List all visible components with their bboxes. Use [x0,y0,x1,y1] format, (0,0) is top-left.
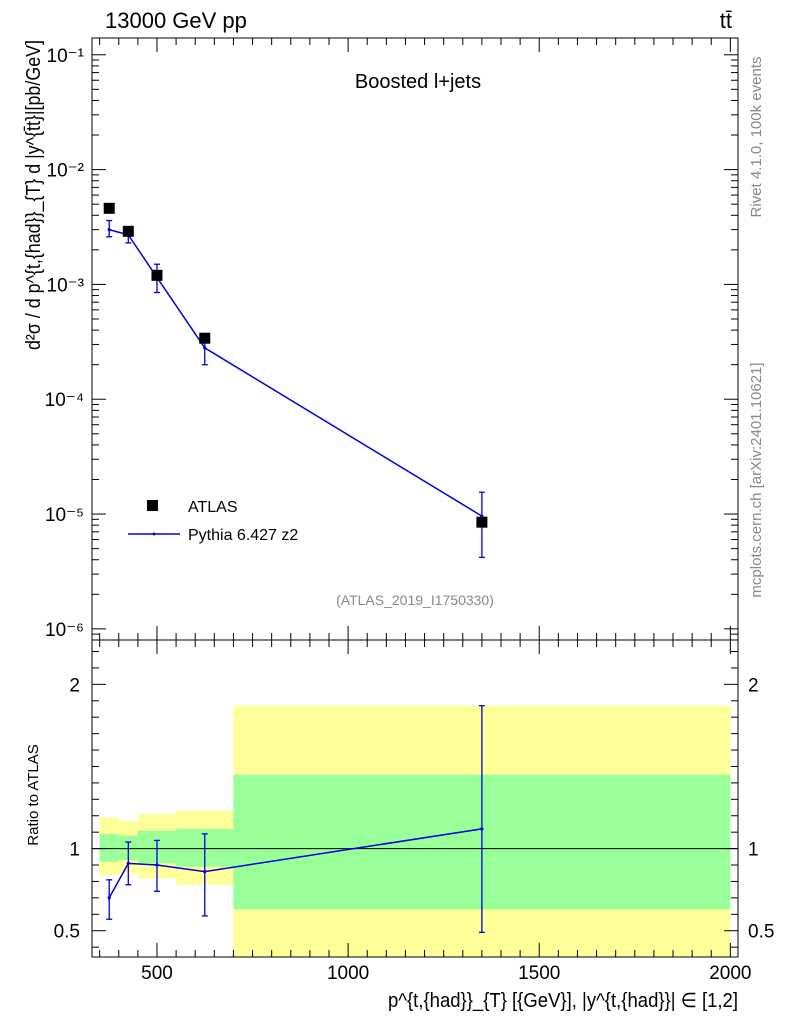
main-y-tick-label-2: 10⁻⁴ [45,390,84,411]
main-title: Boosted l+jets [355,71,481,93]
ratio-point-4 [480,827,484,831]
atlas-point-4 [476,516,488,528]
x-axis-label: p^{t,{had}}_{T} [{GeV}], |y^{t,{had}}| ∈… [388,990,738,1012]
atlas-point-0 [103,202,115,214]
ratio-band-inner-0 [99,833,119,862]
legend-label-atlas: ATLAS [188,499,238,516]
ratio-point-2 [155,863,159,867]
main-y-tick-label-1: 10⁻⁵ [45,505,84,526]
legend-label-pythia: Pythia 6.427 z2 [188,527,298,544]
ratio-series [106,705,485,934]
x-tick-label-2000: 2000 [709,963,751,984]
legend-marker-pythia-dot [152,532,156,536]
pythia-point-0 [107,228,111,232]
main-y-tick-label-3: 10⁻³ [47,275,85,296]
main-y-axis-label: d²σ / d p^{t,{had}}_{T} d |y^{t̄t}|[pb/G… [23,40,45,350]
header-left: 13000 GeV pp [105,8,247,33]
ratio-y-tick-label-right-1: 1 [748,840,759,861]
pythia-line [109,228,483,517]
main-y-tick-label-4: 10⁻² [47,161,85,182]
ratio-y-tick-label-left-2: 2 [69,675,80,696]
main-y-tick-label-5: 10⁻¹ [47,46,85,67]
x-tick-label-1500: 1500 [518,963,560,984]
main-series [103,202,488,558]
rivet-version-label: Rivet 4.1.0, 100k events [748,57,765,218]
atlas-point-3 [199,332,211,344]
ratio-y-tick-label-right-2: 2 [748,675,759,696]
ratio-point-1 [126,861,130,865]
header-right: tt̄ [720,8,732,33]
legend-marker-atlas [147,500,158,511]
ratio-y-axis-label: Ratio to ATLAS [25,744,42,845]
ratio-uncertainty-bands [99,705,731,957]
x-tick-label-500: 500 [141,963,173,984]
atlas-point-1 [122,225,134,237]
analysis-watermark: (ATLAS_2019_I1750330) [336,592,494,608]
pythia-point-3 [203,346,207,350]
ratio-y-tick-label-right-0.5: 0.5 [748,922,774,943]
x-tick-label-1000: 1000 [327,963,369,984]
atlas-point-2 [151,269,163,281]
ratio-point-3 [203,869,207,874]
main-plot-frame [91,37,739,641]
ratio-plot-frame [91,639,739,958]
ratio-y-tick-label-left-0.5: 0.5 [54,922,80,943]
ratio-y-tick-label-left-1: 1 [69,840,80,861]
legend: ATLAS Pythia 6.427 z2 [128,499,298,544]
ratio-point-0 [107,896,111,900]
mcplots-label: mcplots.cern.ch [arXiv:2401.10621] [748,362,765,597]
main-y-tick-label-0: 10⁻⁶ [45,620,84,641]
